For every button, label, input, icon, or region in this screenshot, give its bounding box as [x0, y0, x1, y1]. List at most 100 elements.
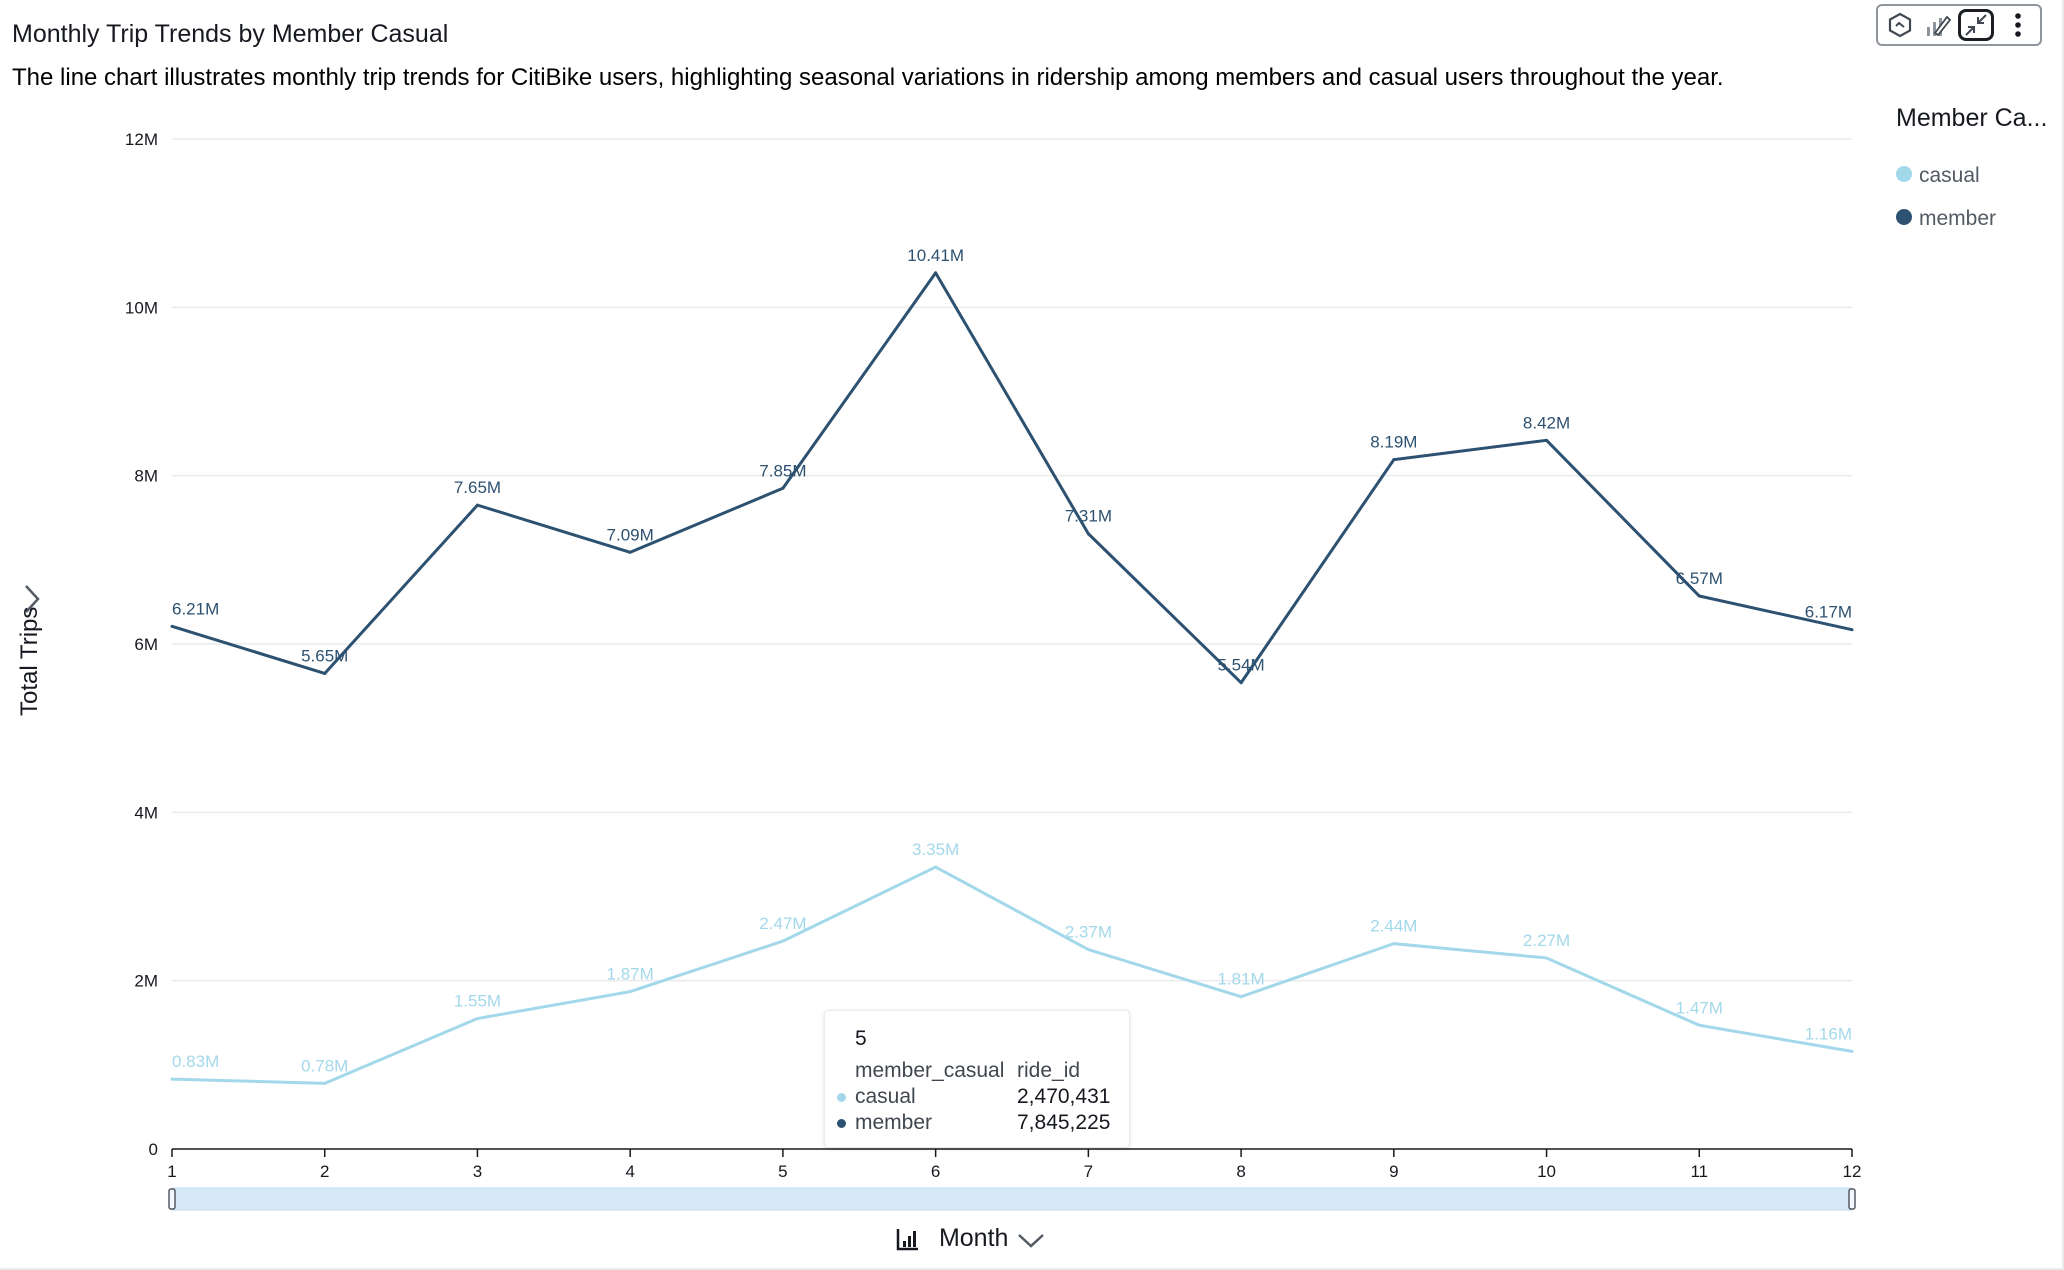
y-tick-label: 2M [134, 972, 158, 991]
data-point [323, 671, 327, 675]
x-tick-label: 7 [1084, 1162, 1093, 1181]
tooltip-row-value: 7,845,225 [1017, 1111, 1111, 1134]
y-tick-label: 10M [125, 298, 158, 317]
legend-label: casual [1919, 164, 1980, 187]
data-point [1850, 1049, 1854, 1053]
chevron-right-icon[interactable] [18, 582, 46, 616]
tooltip-col-header: ride_id [1017, 1059, 1081, 1082]
data-point [1239, 995, 1243, 999]
data-point [1086, 532, 1090, 536]
legend-dot [1896, 166, 1912, 183]
data-point [628, 990, 632, 994]
y-tick-label: 12M [125, 130, 158, 149]
data-label: 3.35M [912, 840, 959, 859]
data-point [781, 939, 785, 943]
visual-toolbar [1876, 4, 2042, 46]
data-label: 2.47M [759, 914, 806, 933]
y-tick-label: 8M [134, 467, 158, 486]
data-label: 1.81M [1217, 970, 1264, 989]
data-point [475, 1017, 479, 1021]
x-tick-label: 2 [320, 1162, 329, 1181]
data-label: 0.83M [172, 1052, 219, 1071]
data-label: 2.37M [1065, 923, 1112, 942]
more-options-icon[interactable] [2000, 9, 2036, 41]
tooltip-col-header: member_casual [855, 1059, 1005, 1082]
data-point [1545, 438, 1549, 442]
x-axis-title: Month [938, 1224, 1009, 1252]
tooltip-dot [837, 1093, 846, 1102]
x-tick-label: 12 [1843, 1162, 1862, 1181]
y-tick-label: 0 [149, 1140, 158, 1159]
chevron-down-icon [1018, 1234, 1045, 1249]
data-label: 1.55M [454, 992, 501, 1011]
data-label: 2.27M [1523, 931, 1570, 950]
data-point [1392, 942, 1396, 946]
data-label: 5.65M [301, 646, 348, 665]
tooltip-header: 5 [855, 1027, 867, 1050]
data-point [1697, 594, 1701, 598]
data-point [628, 550, 632, 554]
data-point [781, 486, 785, 490]
data-label: 8.19M [1370, 433, 1417, 452]
data-point [934, 865, 938, 869]
data-label: 6.57M [1676, 569, 1723, 588]
x-axis-field-selector[interactable]: Month [894, 1224, 1047, 1260]
data-label: 7.31M [1065, 507, 1112, 526]
x-tick-label: 5 [778, 1162, 787, 1181]
x-tick-label: 6 [931, 1162, 940, 1181]
chart-title: Monthly Trip Trends by Member Casual [12, 20, 449, 48]
divider [2062, 0, 2064, 1270]
series-line-member [171, 271, 1853, 685]
data-label: 10.41M [907, 246, 964, 265]
insight-icon[interactable] [1882, 9, 1918, 41]
tooltip-dot [837, 1119, 846, 1128]
tooltip-row-label: member [855, 1111, 933, 1134]
data-label: 8.42M [1523, 413, 1570, 432]
y-tick-label: 4M [134, 803, 158, 822]
data-label: 1.47M [1676, 998, 1723, 1017]
data-label: 1.87M [607, 965, 654, 984]
legend-item-casual[interactable]: casual [1896, 164, 1980, 194]
range-slider-handle-right[interactable] [1848, 1188, 1856, 1210]
tooltip-row-value: 2,470,431 [1017, 1085, 1111, 1108]
range-slider-track [171, 1187, 1853, 1211]
data-point [1850, 628, 1854, 632]
legend-title: Member Ca... [1896, 104, 2048, 132]
x-tick-label: 10 [1537, 1162, 1556, 1181]
range-slider-handle-left[interactable] [168, 1188, 176, 1210]
data-label: 7.09M [607, 525, 654, 544]
legend-label: member [1919, 207, 1997, 230]
data-label: 7.65M [454, 478, 501, 497]
chart-description: The line chart illustrates monthly trip … [12, 64, 1724, 91]
data-point [1697, 1023, 1701, 1027]
data-label: 7.85M [759, 461, 806, 480]
divider [0, 1268, 2064, 1270]
y-tick-label: 6M [134, 635, 158, 654]
x-tick-label: 3 [473, 1162, 482, 1181]
data-point [1239, 681, 1243, 685]
legend-item-member[interactable]: member [1896, 207, 1996, 237]
data-point [934, 271, 938, 275]
data-point [1086, 948, 1090, 952]
data-point [475, 503, 479, 507]
data-label: 6.21M [172, 599, 219, 618]
data-point [323, 1081, 327, 1085]
series-line-casual [171, 865, 1853, 1085]
data-point [1545, 956, 1549, 960]
collapse-icon[interactable] [1958, 9, 1994, 41]
data-label: 6.17M [1805, 603, 1852, 622]
x-tick-label: 4 [625, 1162, 634, 1181]
sort-icon [896, 1229, 918, 1251]
data-label: 5.54M [1217, 656, 1264, 675]
x-tick-label: 8 [1236, 1162, 1245, 1181]
edit-chart-icon[interactable] [1920, 9, 1956, 41]
tooltip-row-label: casual [855, 1085, 916, 1108]
chart-tooltip: 5 member_casual ride_id casual 2,470,431… [824, 1010, 1130, 1148]
data-label: 0.78M [301, 1056, 348, 1075]
x-tick-label: 11 [1690, 1162, 1708, 1181]
x-tick-label: 9 [1389, 1162, 1398, 1181]
data-point [170, 1077, 174, 1081]
legend-dot [1896, 209, 1912, 226]
data-point [170, 624, 174, 628]
